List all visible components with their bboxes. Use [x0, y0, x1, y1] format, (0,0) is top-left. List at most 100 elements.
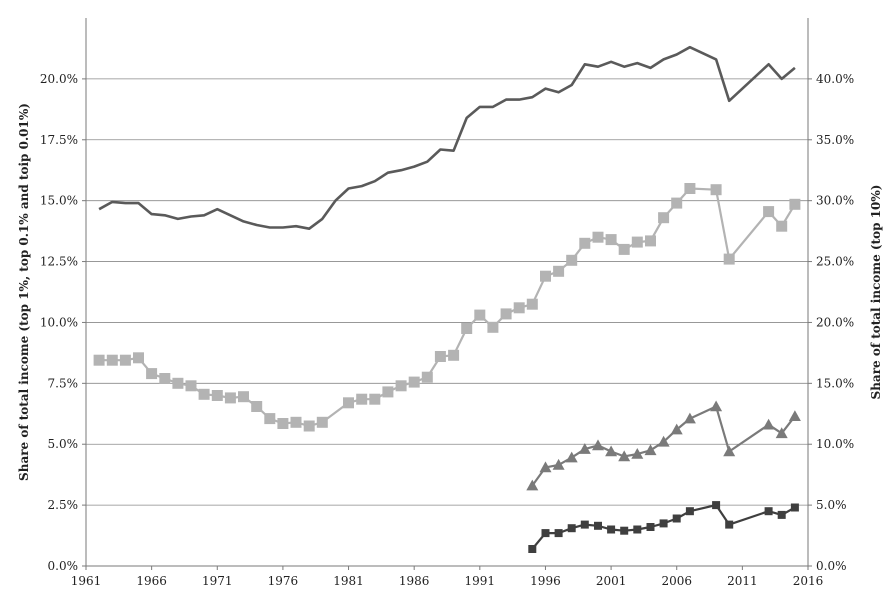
data-point: [303, 420, 315, 432]
x-tick-label: 1991: [465, 574, 496, 588]
y-left-axis-title: Share of total income (top 1%, top 0.1% …: [17, 103, 31, 481]
data-point: [710, 184, 722, 196]
data-point: [408, 376, 420, 388]
data-point: [763, 206, 775, 218]
data-point: [474, 309, 486, 321]
data-point: [513, 302, 525, 314]
data-point: [659, 519, 668, 528]
data-point: [540, 270, 551, 282]
data-point: [723, 445, 736, 457]
data-point: [684, 183, 696, 194]
data-point: [607, 525, 616, 534]
data-point: [567, 524, 576, 533]
data-point: [645, 235, 656, 247]
data-point: [290, 416, 302, 428]
y-left-tick-label: 15.0%: [40, 194, 78, 208]
x-tick-label: 1981: [333, 574, 364, 588]
data-point: [119, 354, 131, 366]
data-point: [316, 416, 328, 428]
y-left-tick-label: 2.5%: [48, 498, 79, 512]
y-left-tick-label: 5.0%: [48, 437, 79, 451]
data-point: [172, 377, 184, 389]
data-point: [565, 451, 578, 463]
data-point: [159, 373, 171, 384]
series-2: [93, 183, 801, 432]
data-point: [670, 423, 683, 435]
x-tick-label: 1966: [136, 574, 167, 588]
data-point: [658, 212, 670, 224]
data-point: [224, 392, 236, 404]
x-tick-label: 1971: [202, 574, 233, 588]
y-right-tick-label: 5.0%: [816, 498, 847, 512]
y-left-tick-label: 0.0%: [48, 559, 79, 573]
x-tick-labels: 1961 1966 1971 1976 1981 1986 1991 1996 2001 2006…: [71, 566, 823, 588]
data-point: [712, 501, 721, 510]
data-point: [434, 351, 446, 362]
data-point: [554, 529, 563, 538]
data-point: [579, 237, 591, 249]
y-left-tick-label: 10.0%: [40, 315, 78, 329]
data-point: [526, 479, 539, 491]
data-point: [594, 521, 602, 530]
data-point: [461, 323, 473, 334]
data-point: [133, 352, 144, 364]
data-point: [211, 390, 223, 401]
data-point: [553, 265, 565, 277]
data-point: [725, 520, 734, 529]
data-point: [198, 388, 210, 400]
data-point: [552, 458, 565, 470]
data-point: [382, 386, 394, 398]
data-point: [500, 308, 512, 320]
data-point: [487, 321, 499, 333]
data-point: [251, 401, 263, 412]
x-tick-label: 2006: [661, 574, 692, 588]
y-left-tick-label: 17.5%: [40, 133, 78, 147]
data-point: [762, 418, 775, 430]
data-point: [631, 236, 643, 248]
data-point: [790, 503, 799, 512]
data-point: [633, 525, 642, 534]
y-right-tick-label: 0.0%: [816, 559, 847, 573]
data-point: [264, 413, 276, 425]
data-point: [238, 391, 249, 403]
y-right-axis-title: Share of total income (top 10%): [869, 185, 883, 400]
data-point: [620, 526, 629, 535]
series-line: [98, 45, 796, 230]
data-point: [710, 400, 723, 412]
data-point: [723, 253, 735, 265]
series: [93, 45, 801, 553]
y-left-tick-label: 12.5%: [40, 255, 78, 269]
data-point: [685, 507, 694, 516]
data-point: [657, 435, 670, 447]
data-point: [395, 380, 407, 392]
y-right-tick-label: 40.0%: [816, 72, 854, 86]
y-right-tick-label: 35.0%: [816, 133, 854, 147]
gridlines: [82, 78, 812, 567]
data-point: [671, 197, 683, 209]
data-point: [369, 393, 381, 405]
data-point: [421, 371, 433, 383]
y-right-tick-label: 30.0%: [816, 194, 854, 208]
data-point: [106, 354, 118, 366]
data-point: [146, 368, 158, 380]
data-point: [592, 439, 604, 451]
data-point: [605, 445, 618, 457]
data-point: [776, 220, 788, 232]
y-left-tick-label: 20.0%: [40, 72, 78, 86]
data-point: [185, 380, 197, 392]
data-point: [775, 427, 788, 439]
x-tick-label: 1976: [268, 574, 299, 588]
y-left-tick-labels: 0.0% 2.5% 5.0% 7.5% 10.0% 12.5% 15.0% 17.5% 20.0…: [40, 72, 78, 573]
data-point: [683, 412, 696, 424]
x-tick-label: 1996: [530, 574, 561, 588]
y-right-tick-labels: 0.0% 5.0% 10.0% 15.0% 20.0% 25.0% 30.0% 35.0% 40…: [816, 72, 854, 573]
data-point: [541, 529, 550, 538]
data-point: [539, 461, 552, 473]
data-point: [788, 410, 801, 421]
y-right-tick-label: 15.0%: [816, 376, 854, 390]
y-right-tick-label: 10.0%: [816, 437, 854, 451]
data-point: [277, 418, 289, 429]
data-point: [343, 397, 354, 409]
data-point: [672, 514, 681, 523]
